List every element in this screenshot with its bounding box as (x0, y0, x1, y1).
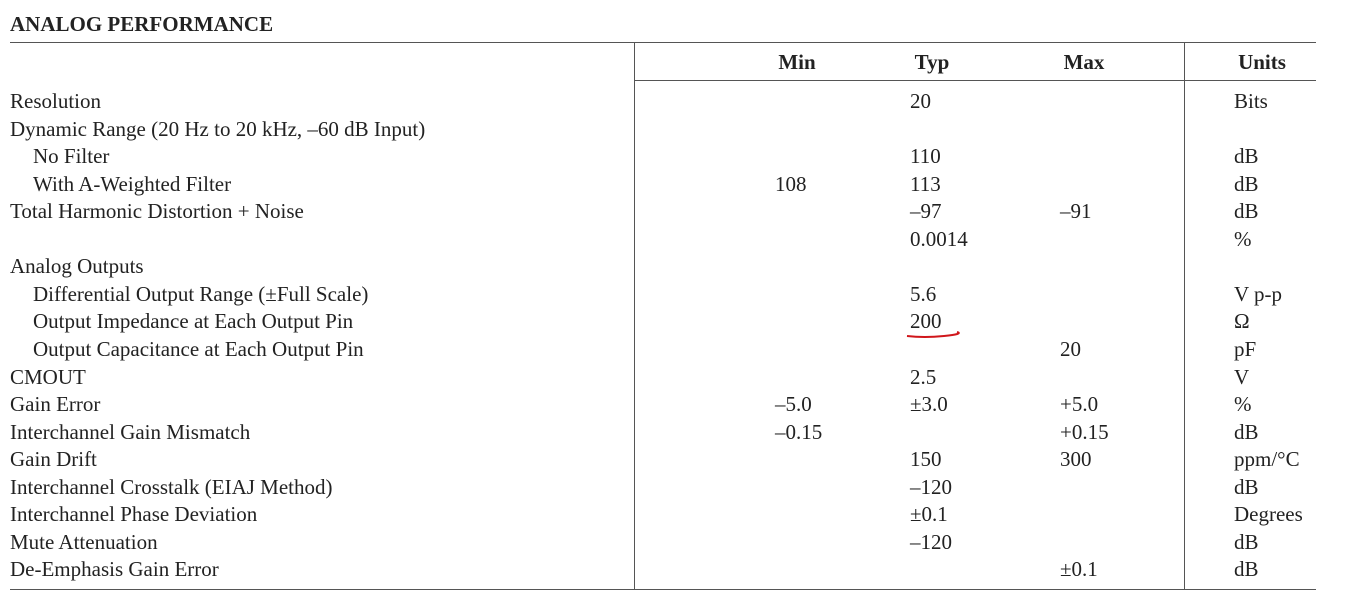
value: –0.15 (775, 419, 823, 444)
parameter: Interchannel Crosstalk (EIAJ Method) (10, 474, 333, 499)
red-underline (906, 331, 960, 338)
value: –97 (910, 199, 942, 224)
column-rule (634, 42, 635, 590)
value: % (1234, 226, 1252, 251)
value: ±0.1 (1060, 557, 1098, 582)
parameter: Gain Error (10, 392, 101, 417)
value: –120 (910, 529, 952, 554)
bottom-rule (10, 589, 1316, 590)
parameter: With A-Weighted Filter (33, 171, 232, 196)
value: dB (1234, 144, 1259, 169)
value: V p-p (1234, 281, 1283, 306)
value: dB (1234, 419, 1259, 444)
value: +5.0 (1060, 392, 1099, 417)
value: 300 (1060, 447, 1092, 472)
value: Bits (1234, 89, 1268, 113)
parameter: Analog Outputs (10, 254, 144, 279)
header-rule (634, 80, 1316, 81)
value: 150 (910, 447, 942, 472)
value: 20 (1060, 336, 1081, 361)
header-cell: Typ (914, 50, 950, 74)
column-rule (1184, 42, 1185, 590)
parameter: Output Capacitance at Each Output Pin (33, 336, 364, 361)
value: dB (1234, 171, 1259, 196)
parameter: No Filter (33, 144, 110, 169)
parameter: Resolution (10, 89, 102, 113)
title: ANALOG PERFORMANCE (10, 12, 274, 36)
parameter: Gain Drift (10, 447, 97, 472)
value: 2.5 (910, 364, 937, 389)
value: –120 (910, 474, 952, 499)
value: ±3.0 (910, 392, 948, 417)
value: 113 (910, 171, 941, 196)
value: pF (1234, 336, 1257, 361)
parameter: De-Emphasis Gain Error (10, 557, 219, 582)
header-cell: Max (1063, 50, 1105, 74)
value: Ω (1234, 309, 1250, 334)
header-cell: Min (778, 50, 816, 74)
value: 108 (775, 171, 807, 196)
parameter: Differential Output Range (±Full Scale) (33, 281, 369, 306)
value: dB (1234, 529, 1259, 554)
value: +0.15 (1060, 419, 1109, 444)
parameter: Output Impedance at Each Output Pin (33, 309, 354, 334)
value: dB (1234, 474, 1259, 499)
value: V (1234, 364, 1250, 389)
value: dB (1234, 557, 1259, 582)
value: 20 (910, 89, 931, 113)
value: dB (1234, 199, 1259, 224)
parameter: Interchannel Phase Deviation (10, 502, 258, 527)
value: 200 (910, 309, 942, 334)
value: –91 (1060, 199, 1092, 224)
parameter: Dynamic Range (20 Hz to 20 kHz, –60 dB I… (10, 116, 426, 141)
value: 110 (910, 144, 941, 169)
value: ±0.1 (910, 502, 948, 527)
value: ppm/°C (1234, 447, 1300, 472)
top-rule (10, 42, 1316, 43)
value: –5.0 (775, 392, 812, 417)
value: 0.0014 (910, 226, 968, 251)
value: 5.6 (910, 281, 937, 306)
parameter: Total Harmonic Distortion + Noise (10, 199, 304, 224)
value: Degrees (1234, 502, 1303, 527)
parameter: Interchannel Gain Mismatch (10, 419, 251, 444)
header-cell: Units (1238, 50, 1286, 74)
value: % (1234, 392, 1252, 417)
parameter: CMOUT (10, 364, 86, 389)
parameter: Mute Attenuation (10, 529, 158, 554)
